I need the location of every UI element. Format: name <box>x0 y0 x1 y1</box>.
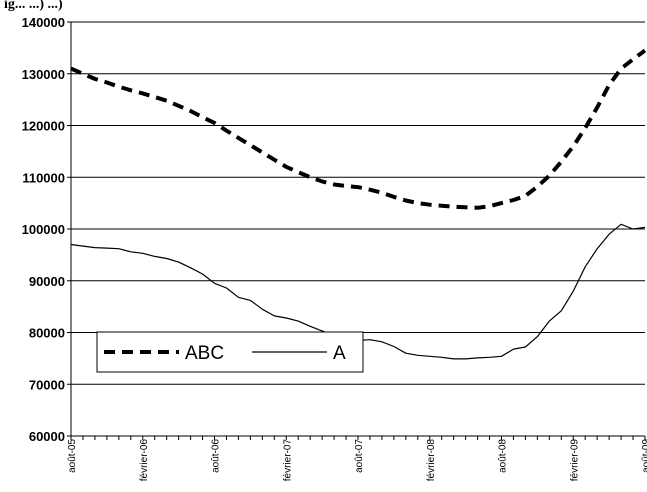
y-tick-label: 80000 <box>29 326 65 341</box>
x-tick-label: août-07 <box>354 439 365 473</box>
x-tick-label: février-07 <box>282 439 293 482</box>
y-tick-label: 90000 <box>29 274 65 289</box>
y-tick-label: 100000 <box>22 222 65 237</box>
series-line-abc <box>70 48 647 210</box>
y-axis: 60000 70000 80000 90000 100000 110000 120000 13… <box>22 15 72 444</box>
y-tick-label: 130000 <box>22 67 65 82</box>
legend-abc-label: ABC <box>185 343 224 364</box>
x-tick-label: août-08 <box>498 439 509 473</box>
cropped-header-text: ig... ...) ...) <box>4 0 63 12</box>
y-tick-label: 140000 <box>22 15 65 30</box>
legend-a-label: A <box>333 343 346 364</box>
x-tick-label: août-06 <box>211 439 222 473</box>
x-tick-label: février-08 <box>426 439 437 482</box>
y-tick-label: 60000 <box>29 429 65 444</box>
y-tick-label: 120000 <box>22 119 65 134</box>
x-tick-label: février-06 <box>139 439 150 482</box>
x-tick-label: février-09 <box>569 439 580 482</box>
x-tick-label: août-09 <box>641 439 647 473</box>
legend: ABC A <box>96 331 364 373</box>
series-lines <box>70 48 647 360</box>
gridlines <box>71 21 645 385</box>
x-tick-label: août-05 <box>67 439 78 473</box>
x-axis: août-05 février-06 août-06 février-07 août-0… <box>67 435 647 482</box>
y-tick-label: 110000 <box>22 170 65 185</box>
y-tick-label: 70000 <box>29 377 65 392</box>
